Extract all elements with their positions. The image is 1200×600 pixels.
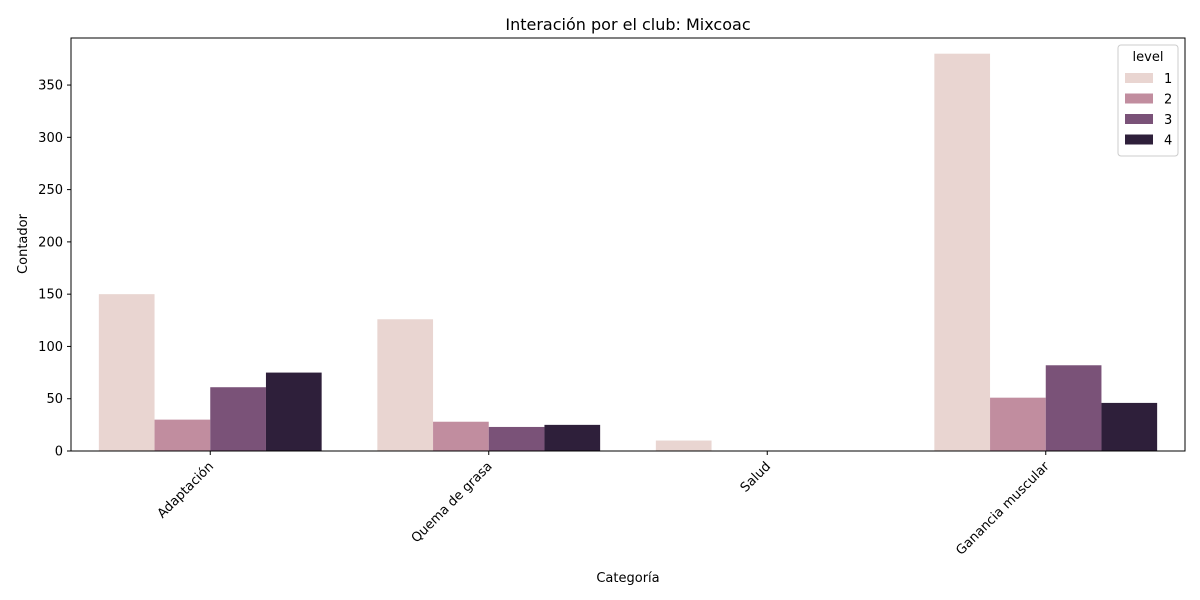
plot-frame [70, 37, 1186, 452]
y-tick-label: 150 [38, 288, 63, 303]
y-tick-label: 300 [38, 131, 63, 146]
bars-layer [98, 53, 1158, 452]
bar-2-level-4 [544, 424, 601, 451]
bar-2-level-3 [488, 426, 545, 451]
y-tick-label: 100 [38, 340, 63, 355]
legend-label-level-4: 4 [1164, 134, 1172, 149]
legend-label-level-2: 2 [1164, 93, 1172, 108]
bar-2-level-1 [377, 319, 434, 451]
x-axis-label: Categoría [596, 571, 659, 586]
y-tick-label: 200 [38, 235, 63, 250]
bar-3-level-1 [655, 440, 712, 451]
legend-swatch-level-3 [1125, 114, 1153, 124]
y-tick-label: 50 [46, 392, 63, 407]
legend-swatch-level-1 [1125, 73, 1153, 83]
legend-label-level-3: 3 [1164, 113, 1172, 128]
bar-4-level-4 [1101, 402, 1158, 451]
bar-1-level-4 [265, 372, 322, 451]
bar-4-level-3 [1045, 365, 1102, 451]
x-tick-label: Salud [738, 459, 774, 495]
legend-title: level [1133, 50, 1164, 65]
x-tick-label: Adaptación [155, 459, 217, 521]
legend-label-level-1: 1 [1164, 72, 1172, 87]
y-axis-label: Contador [16, 213, 31, 274]
bar-2-level-2 [433, 421, 489, 451]
legend-swatch-level-4 [1125, 134, 1153, 145]
axes-layer: 0 50 100 150 200 250 300 350 Adaptación Quema de … [38, 37, 1186, 559]
x-tick-label: Ganancia muscular [953, 459, 1053, 559]
x-tick-label: Quema de grasa [409, 459, 496, 546]
bar-1-level-1 [98, 294, 155, 451]
y-tick-label: 350 [38, 79, 63, 94]
bar-1-level-3 [210, 387, 266, 451]
bar-4-level-2 [990, 397, 1046, 451]
y-tick-label: 0 [55, 445, 63, 460]
bar-1-level-2 [154, 419, 211, 451]
legend-swatch-level-2 [1125, 93, 1153, 104]
y-tick-label: 250 [38, 183, 63, 198]
bar-4-level-1 [934, 53, 991, 452]
chart-title: Interación por el club: Mixcoac [505, 15, 750, 34]
